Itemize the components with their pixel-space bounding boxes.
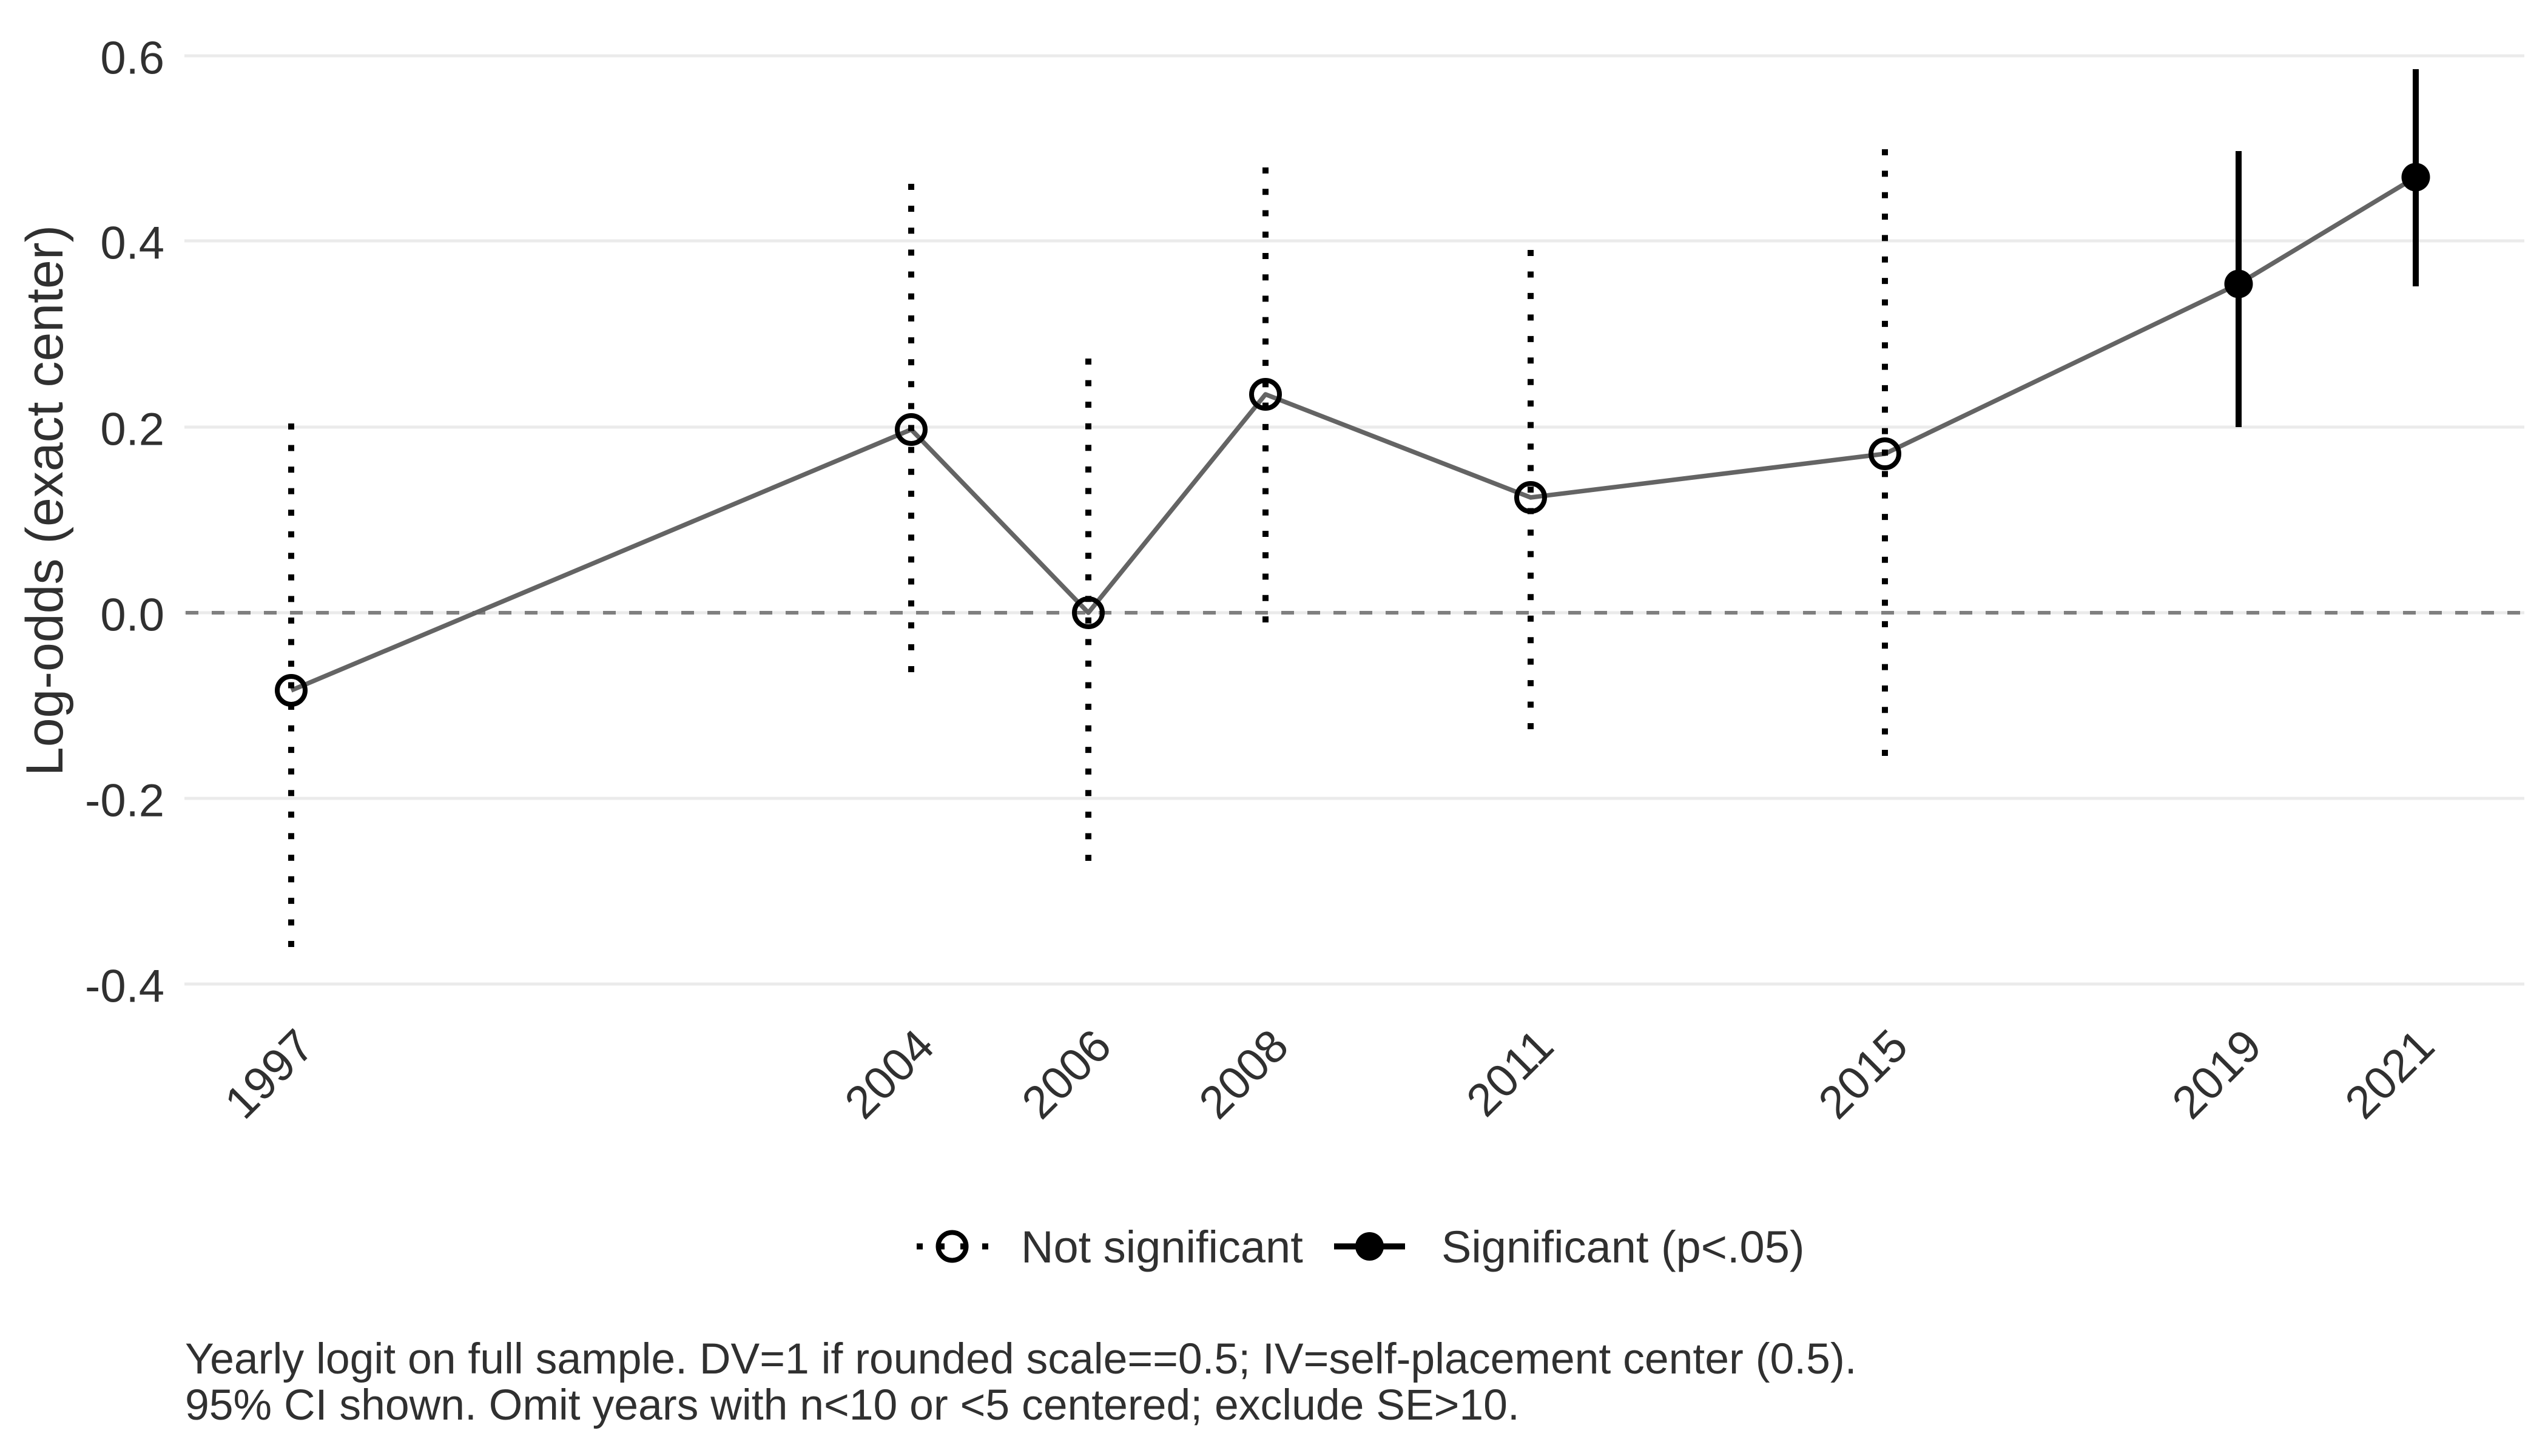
svg-text:Not significant: Not significant [1021, 1222, 1303, 1272]
svg-text:Yearly logit on full sample. D: Yearly logit on full sample. DV=1 if rou… [185, 1335, 1857, 1383]
svg-text:Significant (p<.05): Significant (p<.05) [1441, 1222, 1805, 1272]
svg-text:0.6: 0.6 [100, 33, 164, 84]
svg-text:0.4: 0.4 [100, 218, 164, 269]
svg-text:95% CI shown. Omit years with: 95% CI shown. Omit years with n<10 or <5… [185, 1381, 1520, 1429]
svg-text:-0.2: -0.2 [85, 775, 164, 827]
svg-text:0.0: 0.0 [100, 590, 164, 641]
svg-text:Log-odds (exact center): Log-odds (exact center) [16, 225, 74, 776]
svg-text:0.2: 0.2 [100, 404, 164, 456]
svg-text:-0.4: -0.4 [85, 961, 164, 1013]
